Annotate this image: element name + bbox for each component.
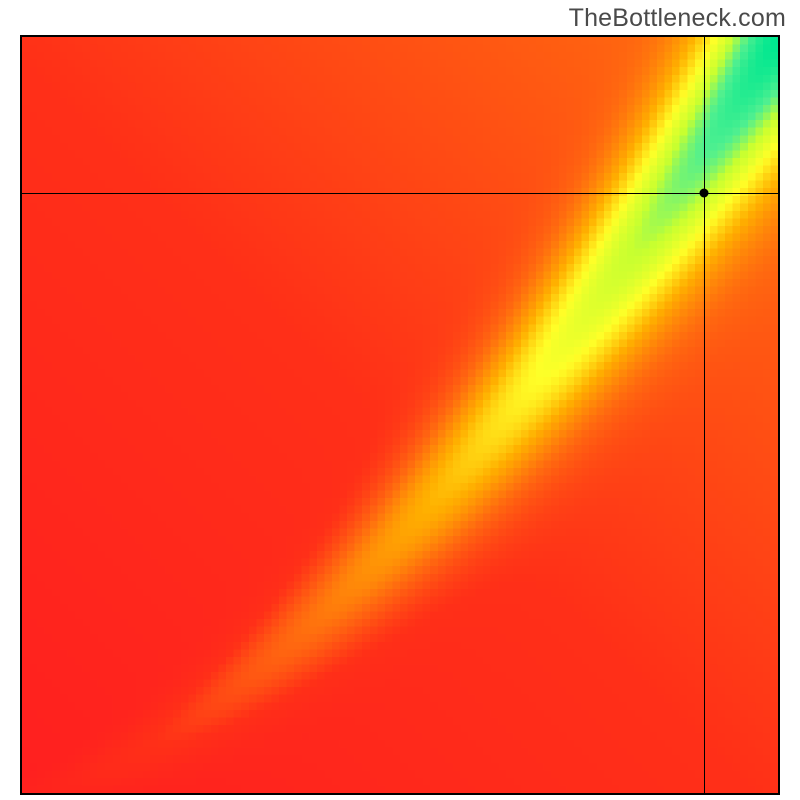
heatmap-canvas — [22, 37, 778, 793]
heatmap-frame — [20, 35, 780, 795]
page-root: { "watermark": { "text": "TheBottleneck.… — [0, 0, 800, 800]
crosshair-marker — [699, 188, 708, 197]
watermark-text: TheBottleneck.com — [569, 4, 786, 33]
crosshair-horizontal — [22, 193, 778, 194]
crosshair-vertical — [704, 37, 705, 793]
